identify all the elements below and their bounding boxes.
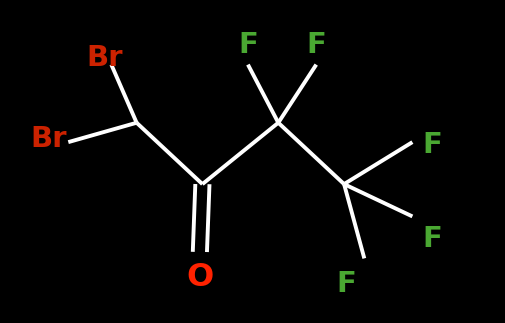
Text: F: F (306, 31, 326, 59)
Text: F: F (237, 31, 258, 59)
Text: F: F (422, 225, 442, 253)
Text: F: F (336, 270, 356, 298)
Text: O: O (186, 262, 213, 293)
Text: F: F (422, 131, 442, 159)
Text: Br: Br (30, 125, 67, 153)
Text: Br: Br (86, 44, 122, 72)
